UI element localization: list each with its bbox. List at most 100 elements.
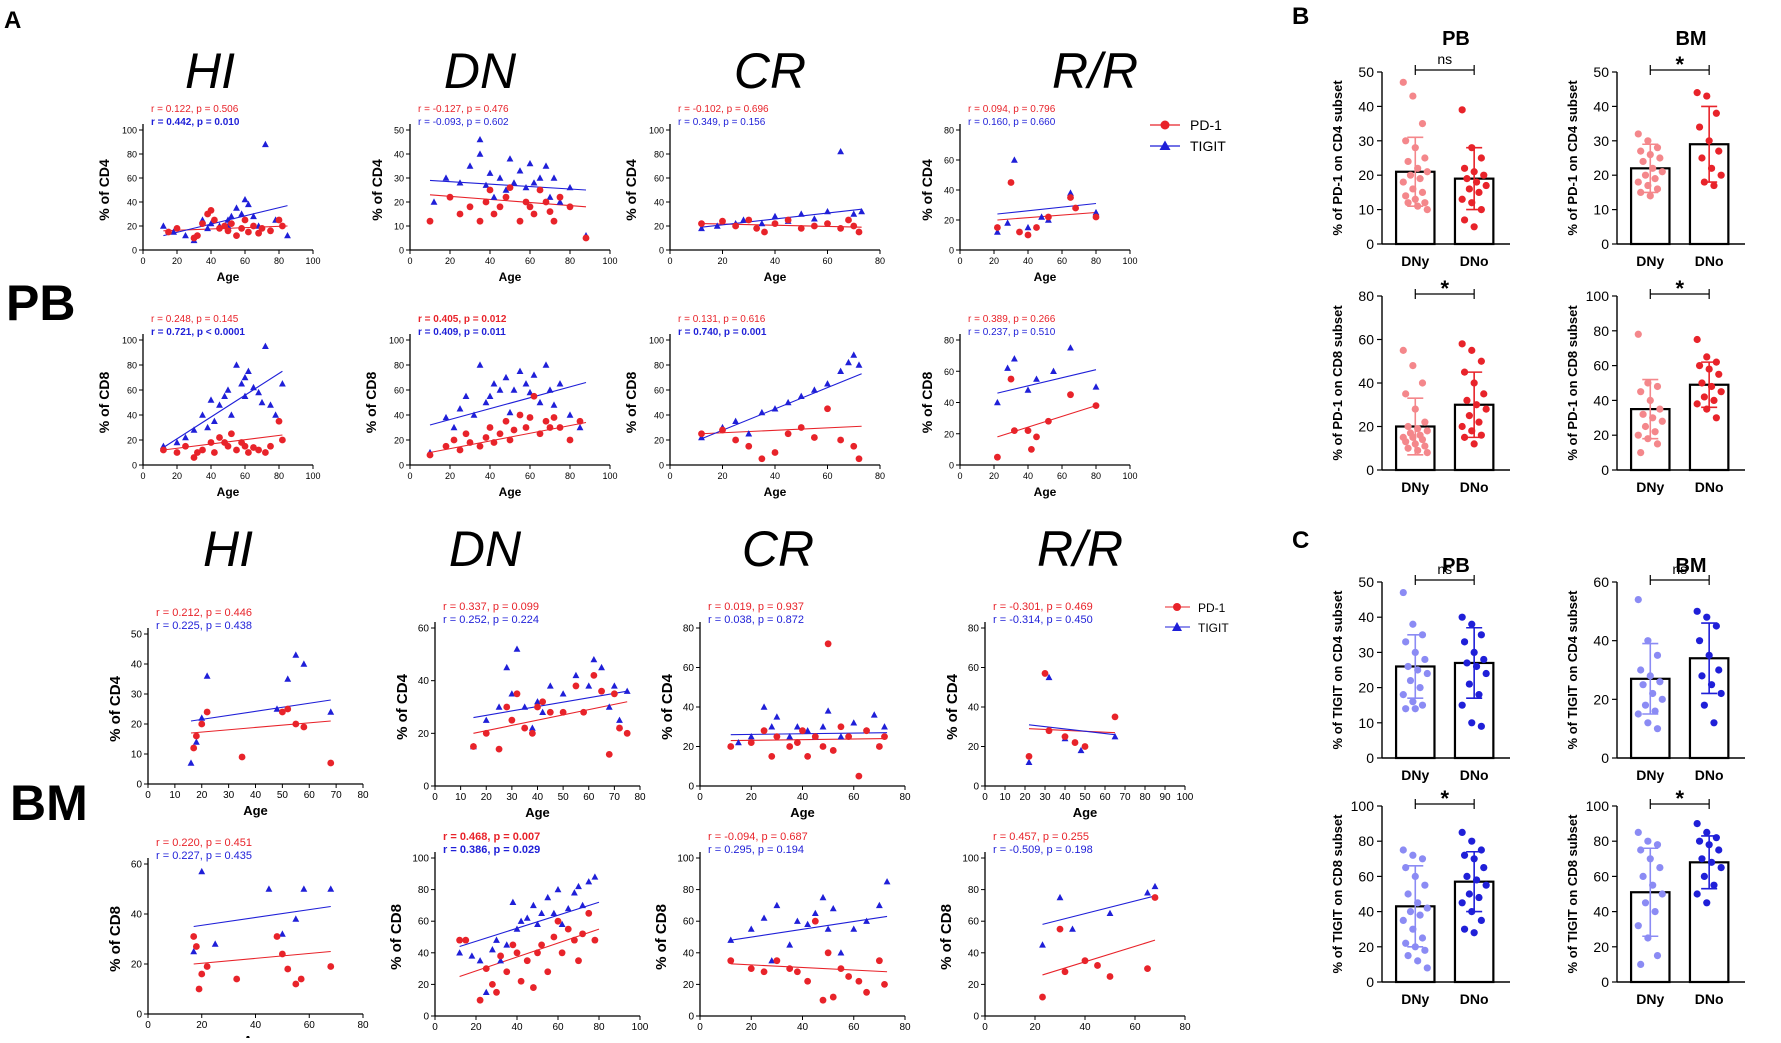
bar-panel-0: PB 0 10 20 30 40 50 % of PD-1 on CD4 subset DNy D…	[1330, 28, 1510, 269]
panel-title: CR	[742, 521, 814, 577]
data-point	[1712, 414, 1720, 422]
tigit-fit-line	[163, 370, 283, 448]
tigit-point	[300, 885, 308, 892]
scatter-panel-11: R/R 0 20 40 60 80 0 10 20 30 40 50 60 70 80 90 100 Age % o…	[944, 521, 1194, 820]
pd1-point	[327, 963, 335, 970]
data-point	[1703, 613, 1711, 621]
pd1-point	[275, 216, 283, 224]
pd1-point	[727, 743, 735, 750]
tigit-point	[811, 909, 819, 916]
tigit-point	[284, 232, 291, 239]
x-tick-label: 40	[206, 256, 216, 266]
x-tick-label: 50	[558, 792, 570, 803]
tigit-point	[456, 949, 464, 956]
tigit-point	[732, 417, 740, 424]
tigit-point	[819, 893, 827, 901]
x-tick-label: 80	[274, 471, 284, 481]
y-tick-label: 40	[1358, 609, 1374, 625]
tigit-point	[495, 703, 503, 710]
data-point	[1409, 925, 1417, 933]
legend-tigit-label: TIGIT	[1198, 621, 1229, 635]
bar-panels: PB 0 10 20 30 40 50 % of PD-1 on CD4 subset DNy D…	[1330, 28, 1745, 1007]
data-point	[1402, 438, 1410, 446]
pd1-point	[575, 957, 582, 965]
data-point	[1653, 651, 1662, 659]
y-tick-label: 30	[394, 174, 404, 184]
x-tick-label: 40	[797, 792, 809, 803]
pd1-point	[1072, 204, 1079, 212]
tigit-point	[1092, 208, 1100, 216]
tigit-point	[590, 656, 598, 663]
pd1-point	[863, 988, 870, 996]
y-tick-label: 60	[654, 174, 664, 184]
x-tick-label: 60	[240, 471, 250, 481]
tigit-point	[238, 380, 246, 387]
data-point	[1705, 841, 1713, 849]
y-tick-label: 80	[418, 885, 430, 896]
y-tick-label: 60	[654, 386, 664, 396]
tigit-point	[829, 904, 837, 912]
pd1-point	[267, 227, 274, 235]
pd1-point	[698, 220, 705, 228]
data-point	[1465, 890, 1473, 898]
pd1-point	[456, 446, 464, 454]
y-tick-label: 80	[394, 361, 404, 371]
data-point	[1705, 365, 1713, 373]
pd1-point	[760, 968, 768, 976]
category-label: DNo	[1695, 767, 1724, 783]
y-tick-label: 20	[968, 742, 980, 753]
y-tick-label: 20	[394, 198, 404, 208]
tigit-fit-line	[193, 905, 331, 928]
y-tick-label: 0	[659, 246, 664, 256]
data-point	[1414, 666, 1422, 674]
data-point	[1421, 655, 1429, 664]
tigit-point	[735, 738, 742, 746]
pd1-point	[550, 933, 558, 941]
y-tick-label: 40	[683, 948, 695, 959]
tigit-stats: r = 0.252, p = 0.224	[443, 614, 539, 626]
legend-tigit-label: TIGIT	[1190, 138, 1226, 154]
data-point	[1418, 120, 1427, 128]
tigit-point	[267, 401, 274, 408]
y-tick-label: 0	[949, 461, 954, 471]
y-tick-label: 0	[136, 1010, 142, 1021]
data-point	[1653, 144, 1662, 152]
data-point	[1421, 946, 1429, 954]
pd1-point	[275, 417, 283, 425]
pd1-point	[523, 957, 531, 965]
y-tick-label: 0	[688, 1012, 694, 1023]
data-point	[1634, 130, 1642, 138]
pd1-point	[497, 952, 504, 960]
tigit-point	[272, 411, 280, 418]
tigit-point	[204, 423, 212, 431]
x-tick-label: 0	[667, 471, 672, 481]
tigit-point	[211, 940, 219, 947]
pd1-point	[845, 733, 853, 741]
data-point	[1402, 192, 1410, 200]
x-tick-label: 0	[407, 256, 412, 266]
data-point	[1644, 137, 1652, 145]
scatter-panel-2: CR 0 20 40 60 80 100 0 20 40 60 80 Age % of CD4 r = -0…	[623, 43, 885, 284]
bar-panel-title: PB	[1442, 555, 1470, 577]
pd1-point	[517, 977, 525, 985]
tigit-point	[516, 367, 524, 374]
bar-panel-6: 0 20 40 60 80 100 % of TIGIT on CD8 subset DNy D…	[1330, 786, 1510, 1007]
data-point	[1460, 368, 1469, 376]
tigit-point	[605, 703, 613, 710]
tigit-point	[786, 941, 794, 948]
data-point	[1707, 382, 1716, 391]
pd1-point	[165, 228, 172, 236]
x-tick-label: 0	[697, 792, 703, 803]
pd1-point	[238, 753, 246, 761]
tigit-point	[1025, 758, 1033, 765]
scatter-panel-9: DN 0 20 40 60 0 10 20 30 40 50 60 70 80 Age % of CD4 r =…	[394, 521, 646, 820]
pd1-point	[559, 708, 567, 716]
data-point	[1646, 855, 1654, 863]
y-tick-label: 40	[968, 703, 980, 714]
y-tick-label: 40	[1358, 904, 1374, 920]
pd1-point	[994, 224, 1001, 231]
x-tick-label: 80	[357, 790, 369, 801]
y-tick-label: 40	[127, 198, 137, 208]
tigit-point	[784, 398, 792, 406]
tigit-point	[430, 198, 438, 205]
